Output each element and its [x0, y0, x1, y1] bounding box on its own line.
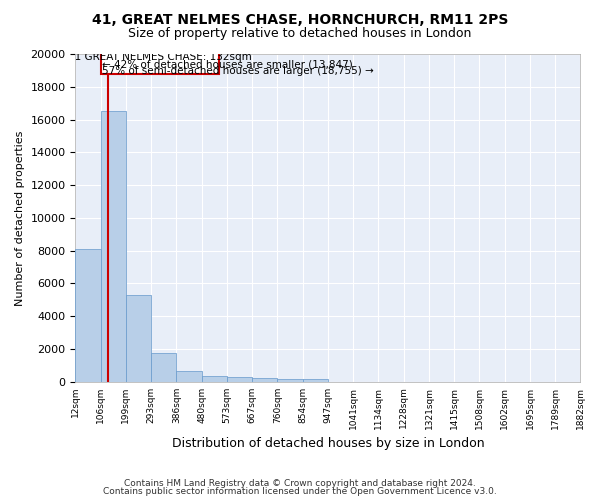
Text: 41 GREAT NELMES CHASE: 132sqm: 41 GREAT NELMES CHASE: 132sqm — [68, 52, 252, 62]
Text: Contains public sector information licensed under the Open Government Licence v3: Contains public sector information licen… — [103, 487, 497, 496]
X-axis label: Distribution of detached houses by size in London: Distribution of detached houses by size … — [172, 437, 484, 450]
Bar — [101, 50, 220, 74]
Bar — [101, 112, 126, 382]
Bar — [202, 376, 227, 382]
Bar — [151, 353, 176, 382]
Bar — [253, 378, 277, 382]
Bar — [126, 295, 151, 382]
Y-axis label: Number of detached properties: Number of detached properties — [15, 130, 25, 306]
Bar — [76, 249, 101, 382]
Bar — [227, 377, 253, 382]
Text: ← 42% of detached houses are smaller (13,847): ← 42% of detached houses are smaller (13… — [102, 60, 353, 70]
Text: 41, GREAT NELMES CHASE, HORNCHURCH, RM11 2PS: 41, GREAT NELMES CHASE, HORNCHURCH, RM11… — [92, 12, 508, 26]
Bar — [277, 378, 303, 382]
Text: Size of property relative to detached houses in London: Size of property relative to detached ho… — [128, 28, 472, 40]
Text: 57% of semi-detached houses are larger (18,755) →: 57% of semi-detached houses are larger (… — [102, 66, 374, 76]
Bar — [176, 371, 202, 382]
Bar — [303, 379, 328, 382]
Text: Contains HM Land Registry data © Crown copyright and database right 2024.: Contains HM Land Registry data © Crown c… — [124, 478, 476, 488]
